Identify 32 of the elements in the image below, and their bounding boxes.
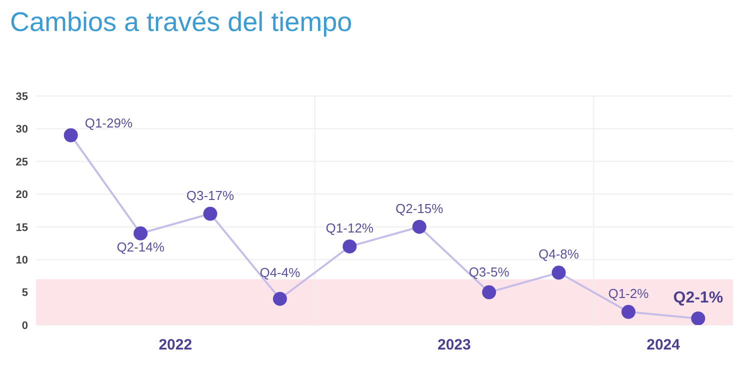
x-tick-label: 2024 [646,336,681,354]
point [134,226,148,240]
annotation: Q3-5% [468,264,510,280]
y-tick-label: 35 [16,90,28,103]
point [64,128,78,142]
annotation: Q2-15% [396,200,444,216]
x-tick-label: 2022 [158,336,192,354]
point [621,304,636,319]
annotation: Q2-14% [116,239,165,254]
y-tick-label: 30 [16,124,28,136]
y-tick-label: 5 [22,287,28,300]
y-tick-label: 20 [16,189,28,202]
y-tick-label: 25 [16,156,28,168]
point [412,220,426,234]
y-tick-label: 10 [16,254,28,266]
chart-title: Cambios a través del tiempo [10,7,354,39]
point [272,292,287,306]
x-tick-label: 2023 [438,336,471,354]
annotation: Q1-12% [326,220,374,236]
annotation: Q4-8% [538,246,580,262]
annotation: Q1-2% [608,286,650,301]
point [691,311,706,325]
point [482,285,496,300]
point [342,239,357,254]
annotation: Q1-29% [84,115,133,130]
annotation: Q3-17% [186,188,235,203]
point [552,266,566,280]
annotation: Q2-1% [673,289,724,306]
point [203,206,218,221]
y-tick-label: 0 [22,320,28,332]
annotation: Q4-4% [260,264,301,280]
y-tick-label: 15 [16,222,28,234]
